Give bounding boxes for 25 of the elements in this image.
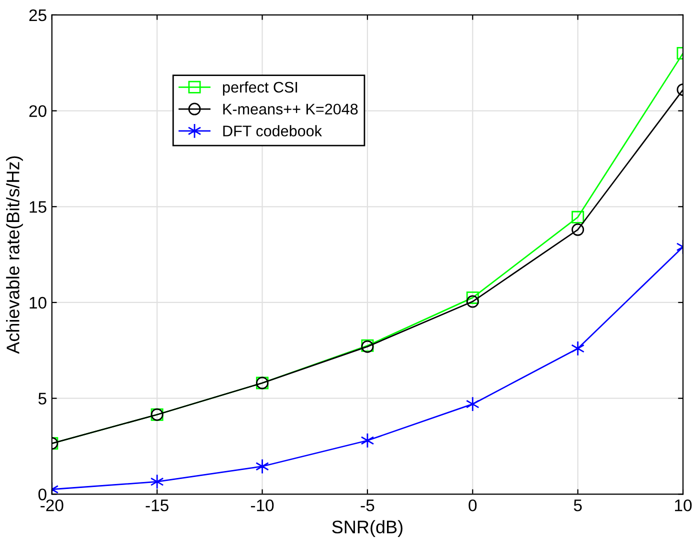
x-tick-label: -5 <box>360 500 374 512</box>
point <box>572 223 584 236</box>
x-tick-label: 0 <box>468 499 477 512</box>
point <box>256 458 269 474</box>
point <box>466 291 479 304</box>
x-tick-label: 5 <box>574 500 582 512</box>
legend-label: K-means++ K=2048 <box>223 104 358 115</box>
x-tick-label: -20 <box>40 499 64 512</box>
y-tick-label: 5 <box>38 392 46 405</box>
y-axis-title: Achievable rate(Bit/s/Hz) <box>6 156 23 354</box>
y-tick-label: 0 <box>38 488 46 500</box>
x-tick-label: -10 <box>250 499 274 512</box>
x-tick-label: -15 <box>146 500 168 512</box>
x-axis-title: SNR(dB) <box>332 520 402 537</box>
legend-label: DFT codebook <box>223 125 322 136</box>
legend-label: perfect CSI <box>223 81 298 96</box>
point <box>572 210 584 224</box>
y-tick-label: 10 <box>30 296 46 309</box>
y-tick-label: 25 <box>29 9 46 22</box>
x-tick-label: 10 <box>675 499 692 512</box>
y-tick-label: 15 <box>30 201 46 213</box>
point <box>466 295 479 308</box>
y-tick-label: 20 <box>29 105 46 118</box>
point <box>571 340 585 356</box>
point <box>466 396 480 412</box>
